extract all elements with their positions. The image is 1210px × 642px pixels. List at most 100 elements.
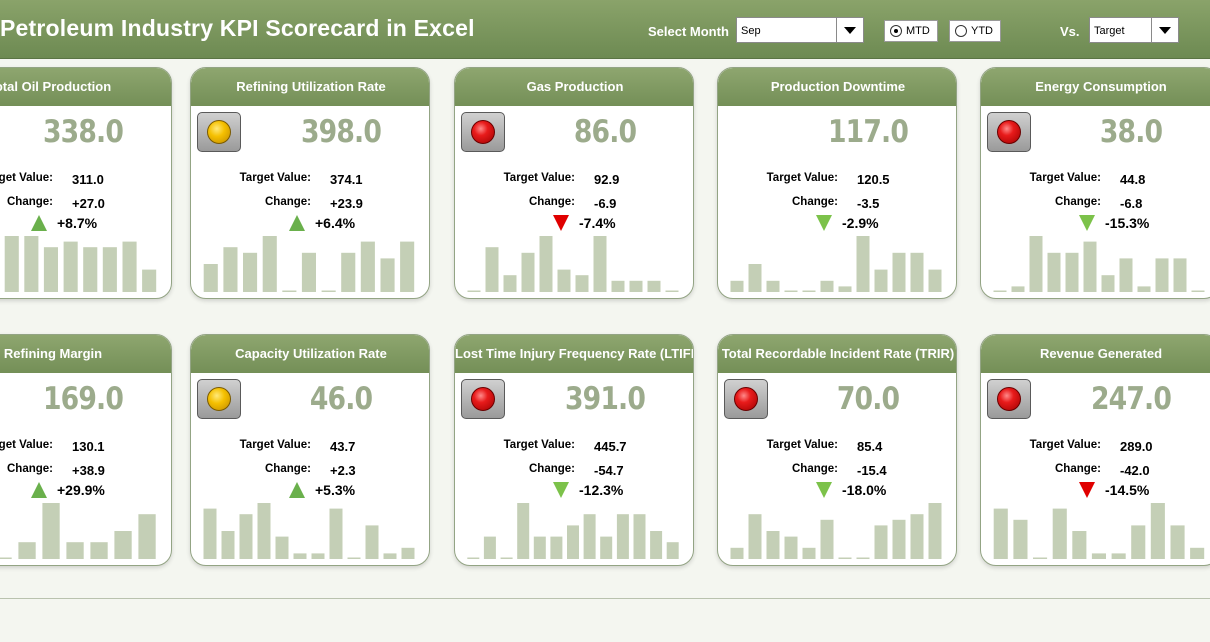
sparkline-bar [293, 553, 307, 559]
sparkline-bar [665, 290, 679, 292]
month-select-value: Sep [741, 25, 761, 37]
kpi-trend-sparkline [730, 236, 942, 292]
sparkline-bar [1072, 531, 1087, 559]
sparkline-bar [611, 280, 625, 292]
target-value: 311.0 [72, 172, 104, 187]
sparkline-bar [874, 269, 888, 292]
sparkline-bar [838, 286, 852, 292]
status-light [987, 379, 1031, 419]
change-label: Change: [265, 196, 311, 208]
sparkline-bar [1111, 553, 1126, 559]
target-value: 445.7 [594, 439, 627, 454]
kpi-card-body: Gas Production 86.0 Target Value: 92.9 C… [454, 67, 694, 299]
yellow-light-icon [207, 120, 231, 144]
radio-mtd[interactable]: MTD [884, 20, 938, 42]
sparkline-bar [203, 508, 217, 559]
change-value: -42.0 [1120, 463, 1150, 478]
sparkline-bar [616, 514, 629, 559]
kpi-card-title: Total Recordable Incident Rate (TRIR) [721, 346, 955, 361]
target-value-label: Target Value: [766, 439, 838, 451]
vs-dropdown-button[interactable] [1151, 18, 1178, 42]
sparkline-bar [42, 503, 60, 559]
sparkline-bar [1029, 236, 1043, 292]
sparkline-bar [262, 236, 277, 292]
change-value: -54.7 [594, 463, 624, 478]
month-dropdown-button[interactable] [836, 18, 863, 42]
sparkline-bar [730, 280, 744, 292]
change-percent: -18.0% [842, 482, 887, 498]
sparkline-bar [928, 503, 942, 559]
kpi-card-title: Revenue Generated [1039, 346, 1163, 361]
sparkline-bar [239, 514, 253, 559]
red-light-icon [997, 387, 1021, 411]
change-value: +23.9 [330, 196, 363, 211]
vs-select[interactable]: Target [1089, 17, 1179, 43]
radio-ytd[interactable]: YTD [949, 20, 1001, 42]
sparkline-bar [467, 290, 481, 292]
sparkline-bar [1013, 519, 1028, 559]
kpi-card-header: otal Oil Production [0, 68, 171, 106]
change-label: Change: [7, 196, 53, 208]
change-label: Change: [529, 463, 575, 475]
kpi-card: Lost Time Injury Frequency Rate (LTIFR) … [454, 334, 694, 566]
kpi-card-header: Refining Margin [0, 335, 171, 373]
status-light [724, 379, 768, 419]
kpi-actual-value: 70.0 [836, 381, 900, 417]
sparkline-bar [1047, 252, 1061, 292]
kpi-card: Production Downtime 117.0 Target Value: … [717, 67, 957, 299]
sparkline-bar [203, 264, 218, 292]
change-label: Change: [265, 463, 311, 475]
kpi-card-header: Capacity Utilization Rate [191, 335, 429, 373]
sparkline-bar [24, 236, 39, 292]
sparkline-bar [784, 536, 798, 559]
sparkline-bar [401, 547, 415, 559]
radio-ytd-circle [955, 25, 967, 37]
sparkline-bar [802, 290, 816, 292]
kpi-card-header: Revenue Generated [981, 335, 1210, 373]
sparkline-bar [43, 247, 58, 292]
kpi-actual-value: 338.0 [42, 114, 124, 150]
kpi-card: Revenue Generated 247.0 Target Value: 28… [980, 334, 1210, 566]
sparkline-bar [360, 241, 375, 292]
change-value: -15.4 [857, 463, 887, 478]
red-light-icon [471, 387, 495, 411]
sparkline-bar [647, 280, 661, 292]
change-label: Change: [529, 196, 575, 208]
month-select[interactable]: Sep [736, 17, 864, 43]
kpi-card: Capacity Utilization Rate 46.0 Target Va… [190, 334, 430, 566]
divider [0, 598, 1210, 599]
change-value: +27.0 [72, 196, 105, 211]
dashboard-title: Petroleum Industry KPI Scorecard in Exce… [0, 15, 475, 41]
sparkline-bar [766, 280, 780, 292]
triangle-down-icon [816, 215, 832, 231]
triangle-up-icon [289, 215, 305, 231]
sparkline-bar [114, 531, 132, 559]
status-light [197, 379, 241, 419]
status-light [197, 112, 241, 152]
sparkline-bar [874, 525, 888, 559]
sparkline-bar [820, 280, 834, 292]
status-light [987, 112, 1031, 152]
kpi-card-header: Total Recordable Incident Rate (TRIR) [718, 335, 956, 373]
sparkline-bar [1119, 258, 1133, 292]
sparkline-bar [485, 247, 499, 292]
sparkline-bar [83, 247, 98, 292]
kpi-trend-sparkline [730, 503, 942, 559]
chevron-down-icon [844, 27, 856, 34]
kpi-card-body: Refining Margin 169.0 Target Value: 130.… [0, 334, 172, 566]
triangle-down-icon [1079, 215, 1095, 231]
kpi-trend-sparkline [203, 503, 415, 559]
sparkline-bar [629, 280, 643, 292]
change-percent: +29.9% [57, 482, 105, 498]
sparkline-bar [257, 503, 271, 559]
kpi-actual-value: 398.0 [300, 114, 382, 150]
target-value: 43.7 [330, 439, 356, 454]
sparkline-bar [1101, 275, 1115, 292]
sparkline-bar [784, 290, 798, 292]
sparkline-bar [650, 531, 663, 559]
target-value: 289.0 [1120, 439, 1153, 454]
kpi-actual-value: 247.0 [1090, 381, 1172, 417]
sparkline-bar [1191, 290, 1205, 292]
status-light [461, 379, 505, 419]
change-percent: -14.5% [1105, 482, 1150, 498]
